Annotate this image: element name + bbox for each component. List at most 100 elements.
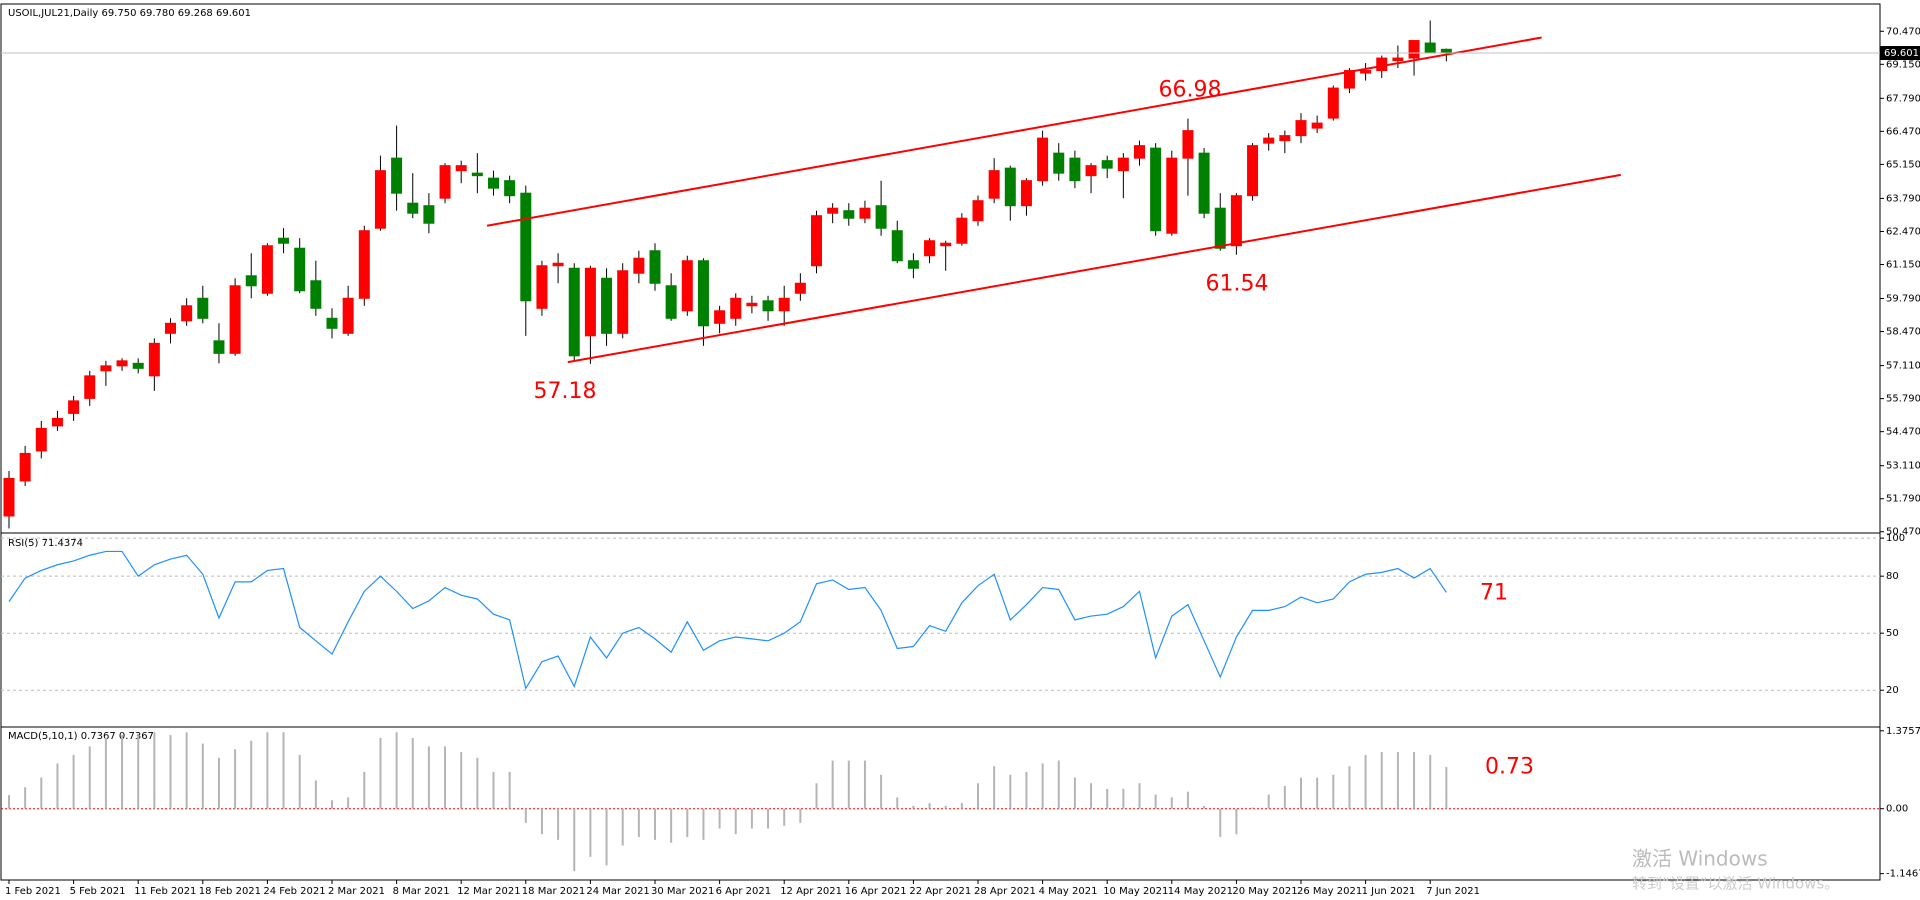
candle-body xyxy=(455,165,467,172)
y-tick-label: 69.150 xyxy=(1886,59,1920,70)
candle-body xyxy=(681,260,693,312)
x-tick-label: 11 Feb 2021 xyxy=(134,886,196,897)
x-tick-label: 8 Mar 2021 xyxy=(393,886,450,897)
candle-body xyxy=(423,205,435,224)
candle-body xyxy=(1408,40,1420,59)
candle-body xyxy=(972,200,984,222)
candle-body xyxy=(633,257,645,274)
x-tick-label: 12 Mar 2021 xyxy=(457,886,520,897)
candle-body xyxy=(1117,157,1129,172)
x-tick-label: 5 Feb 2021 xyxy=(70,886,126,897)
candle-body xyxy=(617,270,629,334)
price-annotation: 57.18 xyxy=(534,379,597,404)
y-tick-label: 70.470 xyxy=(1886,26,1920,37)
candle-body xyxy=(165,322,176,334)
candle-body xyxy=(1198,152,1210,214)
candle-body xyxy=(3,477,15,517)
y-tick-label: 67.790 xyxy=(1886,93,1920,104)
candle-body xyxy=(1343,70,1355,89)
trend-line xyxy=(486,36,1542,227)
candle-body xyxy=(1263,137,1275,144)
candle-body xyxy=(1069,157,1081,182)
candle-body xyxy=(1440,48,1452,54)
candle-body xyxy=(1166,157,1178,234)
candle-body xyxy=(714,310,726,324)
candle-body xyxy=(778,297,790,312)
candle-body xyxy=(1053,152,1065,174)
candle-body xyxy=(278,237,290,244)
candle-body xyxy=(907,260,919,269)
candle-body xyxy=(391,157,403,194)
y-tick-label: 58.470 xyxy=(1886,327,1920,338)
candle-body xyxy=(1311,122,1323,129)
y-tick-label: 66.470 xyxy=(1886,126,1920,137)
x-tick-label: 16 Apr 2021 xyxy=(845,886,907,897)
candle-body xyxy=(439,165,451,199)
candle-body xyxy=(132,362,144,369)
chart-title: USOIL,JUL21,Daily 69.750 69.780 69.268 6… xyxy=(8,8,251,19)
candle-body xyxy=(891,230,903,262)
watermark: 激活 Windows xyxy=(1632,847,1768,871)
y-tick-label: -1.1467 xyxy=(1886,869,1920,880)
y-tick-label: 54.470 xyxy=(1886,427,1920,438)
candle-body xyxy=(1101,160,1113,169)
candle-body xyxy=(504,180,516,197)
x-tick-label: 26 May 2021 xyxy=(1297,886,1362,897)
candle-body xyxy=(649,250,661,284)
candle-body xyxy=(1230,195,1242,247)
y-tick-label: 50.470 xyxy=(1886,527,1920,538)
candle-body xyxy=(1182,130,1194,159)
candle-body xyxy=(811,215,822,267)
candle-body xyxy=(956,217,968,244)
y-tick-label: 59.790 xyxy=(1886,294,1920,305)
y-tick-label: 100 xyxy=(1886,533,1905,544)
y-tick-label: 55.790 xyxy=(1886,394,1920,405)
candle-body xyxy=(665,285,677,319)
candle-body xyxy=(1295,120,1307,137)
macd-annotation: 0.73 xyxy=(1485,754,1534,779)
candle-body xyxy=(261,245,273,294)
candle-body xyxy=(68,400,80,414)
y-tick-label: 61.150 xyxy=(1886,259,1920,270)
x-tick-label: 6 Apr 2021 xyxy=(716,886,771,897)
candle-body xyxy=(988,170,1000,199)
candle-body xyxy=(35,427,47,452)
price-label: 69.601 xyxy=(1884,48,1919,59)
x-tick-label: 10 May 2021 xyxy=(1103,886,1168,897)
y-tick-label: 63.790 xyxy=(1886,193,1920,204)
x-tick-label: 24 Feb 2021 xyxy=(263,886,325,897)
candle-body xyxy=(1424,42,1436,54)
candle-body xyxy=(730,297,742,319)
candle-body xyxy=(697,260,709,327)
candle-body xyxy=(568,267,580,357)
price-box xyxy=(1880,46,1920,61)
candle-body xyxy=(294,247,306,292)
candle-body xyxy=(601,277,613,334)
candle-body xyxy=(326,317,338,329)
x-tick-label: 22 Apr 2021 xyxy=(909,886,971,897)
y-tick-label: 50 xyxy=(1886,628,1899,639)
candle-body xyxy=(552,262,564,267)
x-tick-label: 28 Apr 2021 xyxy=(974,886,1036,897)
rsi-annotation: 71 xyxy=(1480,580,1508,605)
candle-body xyxy=(471,172,483,177)
y-tick-label: 51.790 xyxy=(1886,494,1920,505)
candle-body xyxy=(1279,135,1291,142)
candle-body xyxy=(827,207,839,214)
candle-body xyxy=(746,302,758,307)
candle-body xyxy=(1376,57,1388,72)
candle-body xyxy=(536,265,548,309)
watermark: 转到“设置”以激活 Windows。 xyxy=(1632,875,1839,893)
candle-body xyxy=(1247,145,1259,197)
candle-body xyxy=(940,242,952,247)
y-tick-label: 1.3757 xyxy=(1886,726,1920,737)
x-tick-label: 20 May 2021 xyxy=(1232,886,1297,897)
macd-title: MACD(5,10,1) 0.7367 0.7367 xyxy=(8,731,154,742)
candle-body xyxy=(1360,70,1372,74)
candle-body xyxy=(1004,167,1016,207)
y-tick-label: 53.110 xyxy=(1886,461,1920,472)
y-tick-label: 65.150 xyxy=(1886,159,1920,170)
y-tick-label: 80 xyxy=(1886,571,1899,582)
